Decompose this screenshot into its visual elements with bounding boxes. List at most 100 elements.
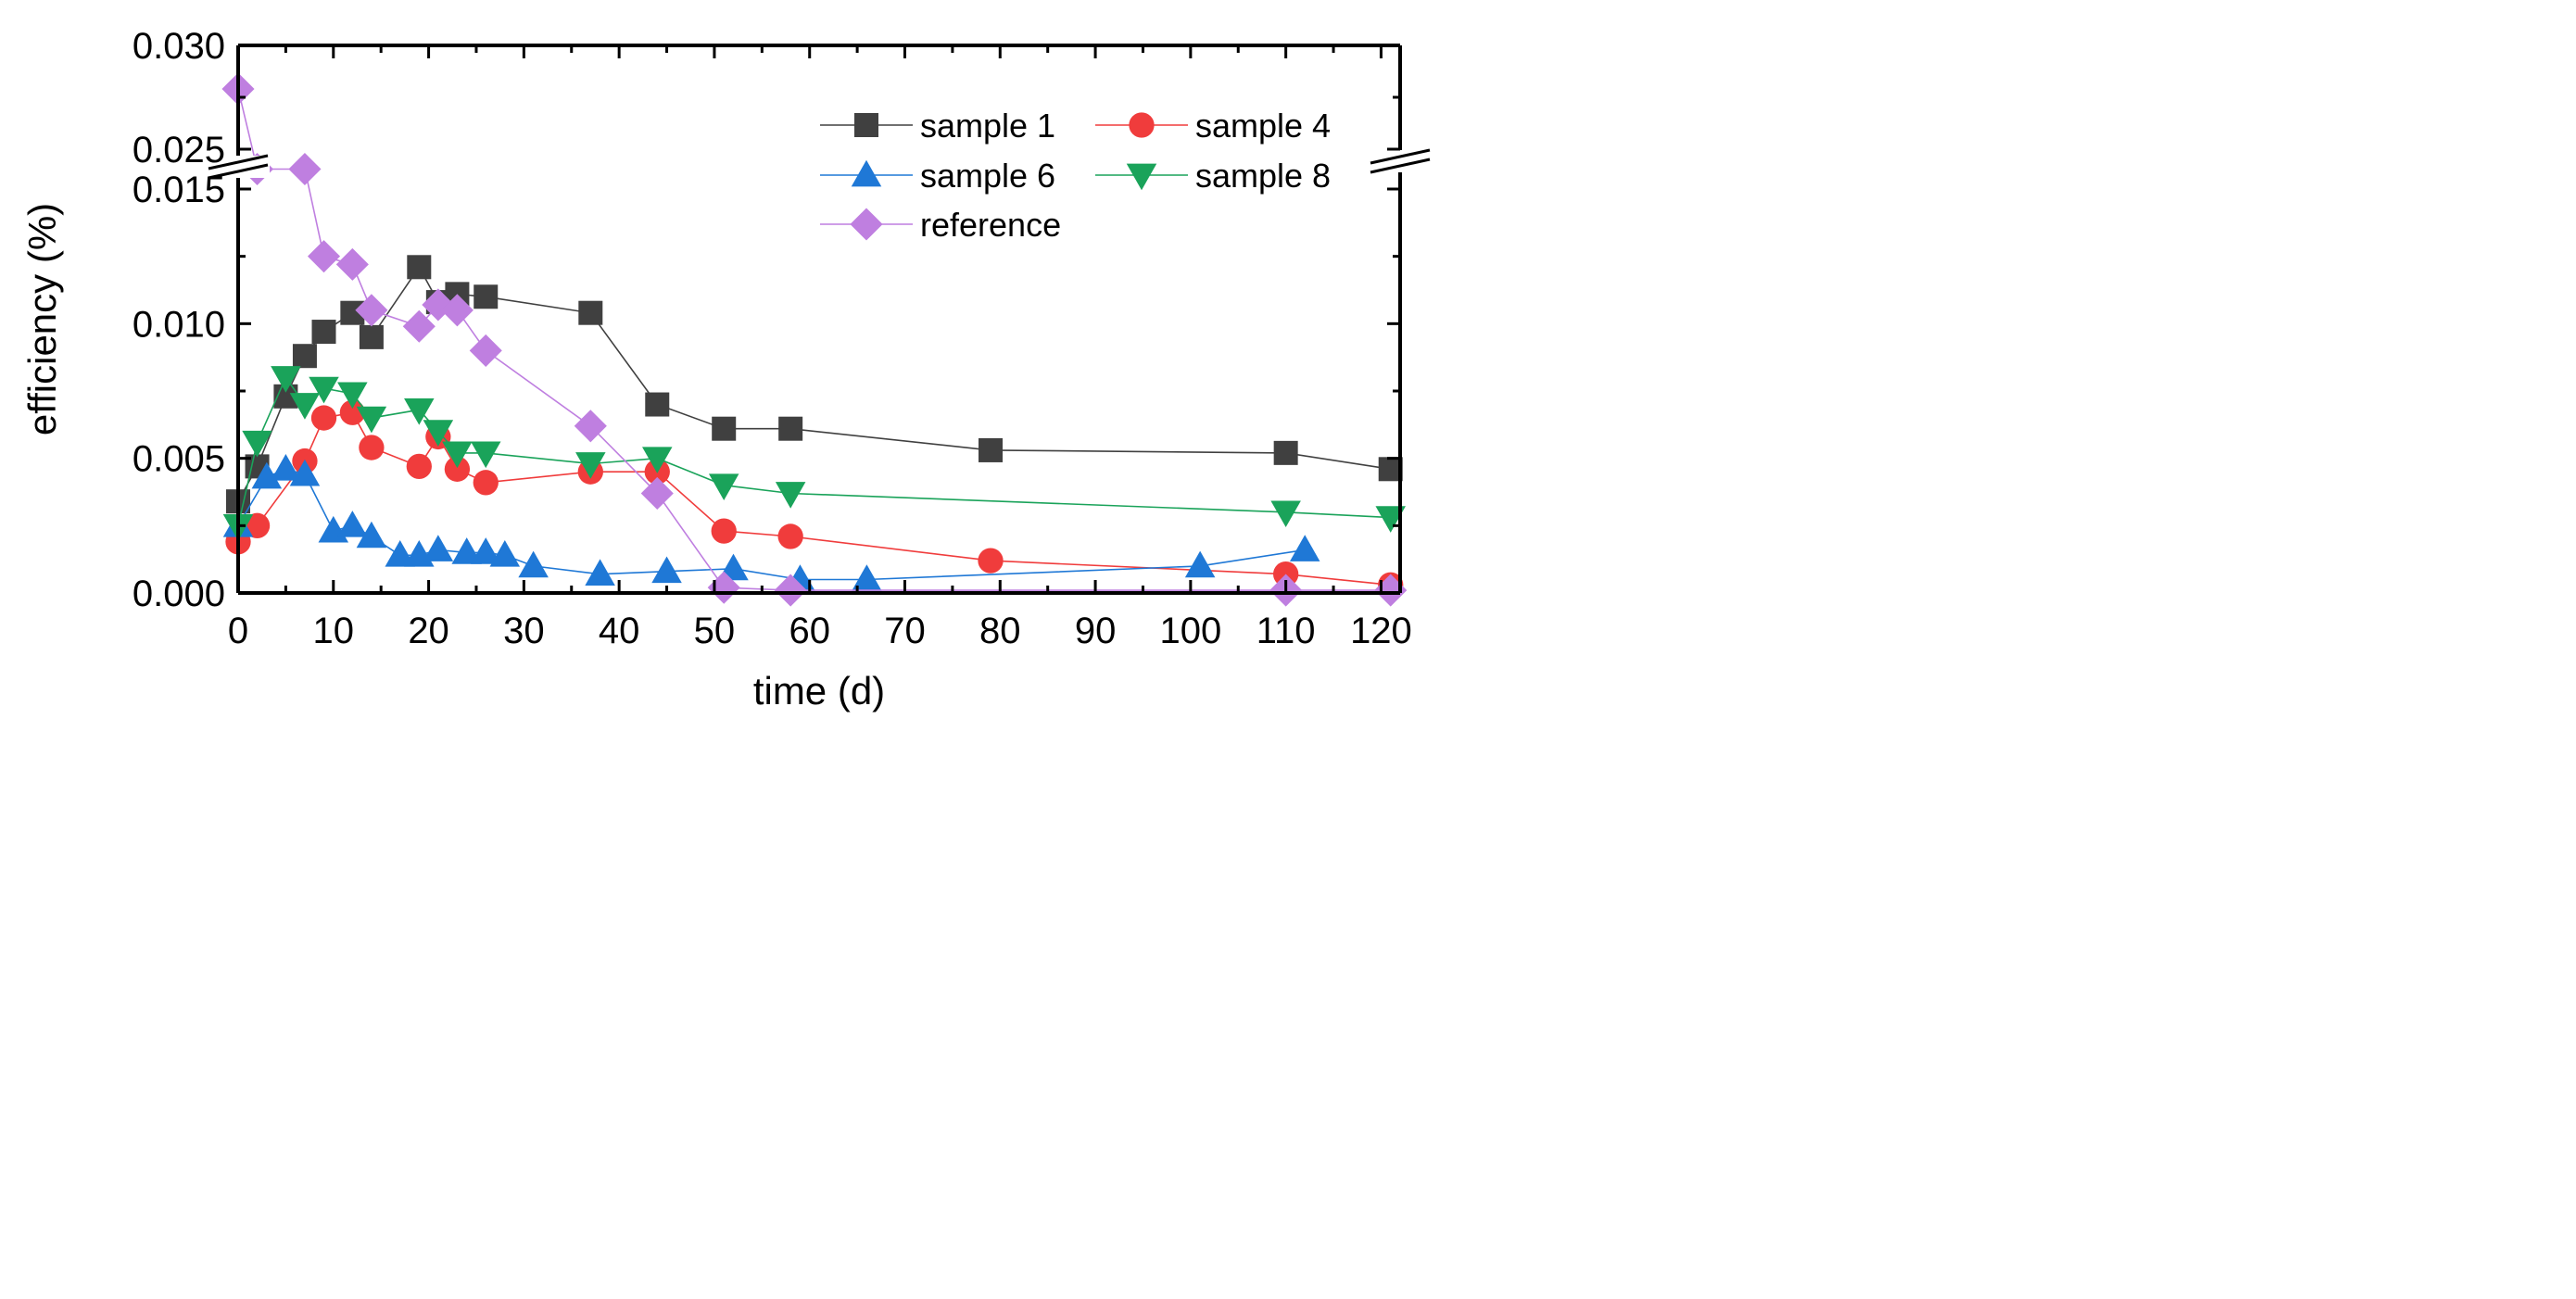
legend-label: sample 6 xyxy=(920,157,1055,195)
axis-break-mark xyxy=(208,154,269,170)
data-point xyxy=(310,405,337,431)
data-point xyxy=(292,344,317,369)
data-point xyxy=(642,447,673,473)
y-tick-label: 0.015 xyxy=(133,170,225,210)
x-tick-label: 100 xyxy=(1159,611,1221,651)
data-point xyxy=(288,152,322,186)
legend-label: sample 8 xyxy=(1195,157,1331,195)
data-point xyxy=(422,288,455,322)
legend-marker xyxy=(1129,112,1155,138)
data-point xyxy=(979,437,1004,462)
data-point xyxy=(1270,500,1301,528)
legend-marker xyxy=(1126,163,1157,191)
legend-item: sample 4 xyxy=(1095,107,1331,145)
legend-item: sample 6 xyxy=(820,157,1055,195)
data-point xyxy=(271,366,301,393)
data-point xyxy=(707,571,740,604)
data-point xyxy=(442,441,473,469)
data-point xyxy=(978,548,1004,574)
data-point xyxy=(645,392,670,417)
y-tick-label: 0.000 xyxy=(133,574,225,614)
data-point xyxy=(406,453,432,480)
data-point xyxy=(585,559,615,586)
data-point xyxy=(470,537,501,564)
axis-break-mark xyxy=(1370,158,1431,174)
chart: 0 10 20 30 40 50 60 70 80 90 100 110 120 0.000 0.005 0.… xyxy=(20,26,1432,713)
data-point xyxy=(1273,440,1298,465)
data-point xyxy=(355,294,388,327)
data-point xyxy=(440,294,474,327)
legend: sample 1 sample 4 sample 6 sample 8 referenc… xyxy=(820,107,1331,244)
x-tick-label: 50 xyxy=(694,611,736,651)
data-point xyxy=(1184,550,1216,578)
legend-item: sample 1 xyxy=(820,107,1055,145)
axis-break-mark xyxy=(208,163,269,180)
data-point xyxy=(335,247,369,281)
data-point xyxy=(251,461,283,489)
legend-marker xyxy=(850,208,883,241)
axis-break-mark xyxy=(1370,148,1431,165)
legend-label: reference xyxy=(920,206,1061,244)
x-tick-label: 120 xyxy=(1350,611,1412,651)
data-point xyxy=(775,482,806,509)
y-axis-title: efficiency (%) xyxy=(20,203,64,435)
data-point xyxy=(574,410,607,443)
data-point xyxy=(575,452,606,479)
y-tick-label: 0.030 xyxy=(133,26,225,67)
data-point xyxy=(651,556,682,584)
data-point xyxy=(271,454,301,481)
legend-item: reference xyxy=(820,206,1061,244)
legend-label: sample 1 xyxy=(920,107,1055,145)
data-point xyxy=(289,459,321,486)
data-point xyxy=(423,420,454,447)
x-axis-title: time (d) xyxy=(753,669,885,713)
data-point xyxy=(356,406,387,434)
data-point xyxy=(337,382,368,410)
x-tick-label: 80 xyxy=(979,611,1021,651)
data-point xyxy=(402,309,436,343)
data-point xyxy=(356,521,387,549)
data-point xyxy=(309,376,339,404)
x-tick-label: 20 xyxy=(408,611,449,651)
data-point xyxy=(774,574,807,607)
data-point xyxy=(359,435,385,460)
data-point xyxy=(311,320,336,345)
data-point xyxy=(451,537,482,564)
x-tick-label: 40 xyxy=(599,611,640,651)
data-point xyxy=(489,540,521,567)
y-tick-label: 0.010 xyxy=(133,304,225,345)
data-point xyxy=(469,334,502,367)
data-point xyxy=(711,518,737,544)
data-point xyxy=(777,523,803,549)
x-tick-label: 0 xyxy=(228,611,248,651)
data-point xyxy=(473,470,499,496)
data-point xyxy=(242,430,272,458)
legend-item: sample 8 xyxy=(1095,157,1331,195)
plot-background xyxy=(238,45,1400,593)
data-point xyxy=(307,240,341,273)
legend-label: sample 4 xyxy=(1195,107,1331,145)
data-point xyxy=(778,416,803,441)
data-point xyxy=(444,456,471,482)
data-point xyxy=(640,476,674,511)
plot-area xyxy=(238,45,1400,593)
data-point xyxy=(385,540,415,567)
data-point xyxy=(289,393,321,420)
series-sample-8 xyxy=(222,366,1406,541)
legend-marker xyxy=(851,159,882,187)
data-point xyxy=(518,550,549,578)
x-tick-label: 110 xyxy=(1256,611,1316,651)
data-point xyxy=(339,399,365,425)
axes-layer: 0 10 20 30 40 50 60 70 80 90 100 110 120 0.000 0.005 0.… xyxy=(133,26,1432,651)
x-tick-label: 90 xyxy=(1075,611,1117,651)
data-point xyxy=(470,441,501,469)
data-point xyxy=(474,284,499,309)
x-tick-label: 10 xyxy=(313,611,355,651)
data-point xyxy=(404,397,435,425)
x-tick-label: 60 xyxy=(789,611,830,651)
legend-marker xyxy=(854,113,878,137)
x-tick-label: 70 xyxy=(884,611,926,651)
y-tick-label: 0.025 xyxy=(133,130,225,170)
x-tick-label: 30 xyxy=(503,611,545,651)
data-point xyxy=(708,473,739,500)
